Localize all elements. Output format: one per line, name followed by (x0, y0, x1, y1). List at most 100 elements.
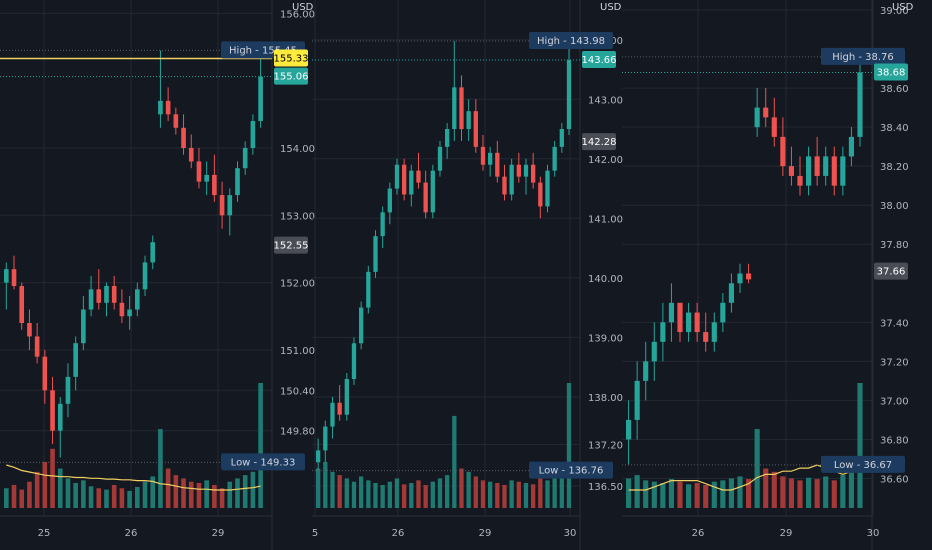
volume-bar (848, 471, 854, 508)
low-label-bg (821, 455, 905, 473)
candle-body (452, 87, 457, 130)
volume-bar (538, 478, 543, 508)
y-tick-label: 37.80 (880, 240, 909, 251)
high-label-text: High - 155.45 (229, 45, 297, 56)
volume-bar (4, 488, 9, 508)
candle-body (323, 426, 328, 451)
volume-bar (402, 484, 407, 508)
volume-bar (473, 476, 478, 508)
volume-bar (523, 483, 529, 508)
candle-body (158, 100, 163, 115)
y-tick-label: 37.00 (880, 396, 909, 407)
volume-bar (634, 475, 640, 508)
volume-bar (65, 478, 71, 508)
volume-bar (212, 484, 217, 508)
volume-bar (746, 479, 752, 508)
volume-bar (502, 484, 507, 508)
candle-body (351, 343, 357, 379)
volume-bar (780, 476, 786, 508)
volume-bar (763, 468, 769, 508)
candle-body (814, 156, 820, 176)
candle-body (73, 343, 78, 377)
last-price-label-text: 38.68 (877, 67, 906, 78)
chart-panel-1[interactable]: 156.00 154.00 153.00 152.00 151.00 150.40 149.… (0, 0, 315, 550)
low-label-text: Low - 149.33 (231, 457, 296, 468)
volume-bar (694, 483, 700, 508)
volume-bar (437, 478, 443, 508)
candle-body (4, 269, 9, 283)
volume-bar (488, 481, 493, 508)
low-label: Low - 136.76 (529, 461, 613, 479)
y-tick-label: 142.00 (588, 155, 623, 166)
chart-panel-3[interactable]: 39.00 38.60 38.40 38.20 38.00 37.80 37.40 37.20… (622, 0, 914, 550)
chart-panel-2[interactable]: 144.00143.00142.00141.00140.00139.00138.… (312, 0, 623, 550)
candle-body (111, 285, 117, 303)
candle-body (660, 322, 666, 342)
volume-bar (566, 383, 572, 508)
candle-body (711, 322, 717, 342)
candle-body (545, 170, 550, 207)
volume-bar (668, 479, 674, 508)
reference-price-label: 155.33 (274, 49, 309, 67)
volume-bar (686, 484, 692, 508)
volume-bar (337, 475, 342, 508)
candle-body (523, 164, 529, 177)
reference-price-label-text: 155.33 (274, 53, 309, 64)
y-tick-label: 138.00 (588, 393, 623, 404)
last-price-label: 155.06 (274, 67, 309, 85)
candle-body (643, 361, 649, 381)
candle-body (227, 195, 233, 216)
low-label-bg (529, 461, 613, 479)
volume-bar (703, 484, 709, 508)
candle-body (344, 378, 349, 415)
volume-bar (728, 478, 734, 508)
candle-body (57, 403, 63, 431)
y-tick-label: 153.00 (280, 211, 315, 222)
candle-body (780, 136, 786, 167)
candle-body (459, 87, 464, 130)
candle-body (204, 174, 209, 182)
candle-body (651, 341, 657, 362)
volume-bar (73, 483, 78, 508)
candle-body (409, 170, 414, 195)
low-label-text: Low - 136.76 (539, 466, 604, 477)
candle-body (754, 107, 760, 128)
candle-body (857, 72, 863, 137)
y-tick-label: 140.00 (588, 274, 623, 285)
volume-bar (204, 480, 209, 508)
mark-price-label: 142.28 (582, 133, 617, 151)
candle-body (142, 262, 148, 290)
candle-body (728, 283, 734, 303)
unit-label: USD (600, 2, 622, 13)
candle-body (316, 450, 321, 463)
y-tick-label: 37.20 (880, 357, 909, 368)
volume-bar (34, 471, 40, 508)
volume-bar (806, 477, 812, 508)
candle-body (181, 127, 186, 148)
volume-bar (509, 480, 514, 508)
y-tick-label: 36.80 (880, 435, 909, 446)
candle-body (694, 312, 700, 333)
x-tick-label: 30 (564, 528, 577, 539)
candle-body (720, 302, 726, 323)
high-label-bg (529, 31, 613, 49)
volume-bar (359, 476, 364, 508)
candle-body (668, 302, 674, 323)
x-tick-label: 30 (867, 528, 880, 539)
candle-body (65, 376, 71, 404)
unit-label: USD (892, 2, 914, 13)
candle-body (806, 156, 812, 186)
candle-body (34, 336, 40, 357)
volume-bar (323, 461, 328, 508)
volume-bar (235, 478, 240, 508)
volume-bar (660, 483, 666, 508)
volume-bar (188, 481, 194, 508)
volume-bar (459, 468, 464, 508)
candle-body (495, 152, 500, 177)
volume-bar (394, 478, 400, 508)
mark-price-label: 37.66 (874, 262, 908, 280)
volume-bar (173, 475, 179, 508)
high-label: High - 38.76 (821, 47, 905, 65)
candle-body (212, 174, 217, 196)
volume-bar (771, 471, 777, 508)
